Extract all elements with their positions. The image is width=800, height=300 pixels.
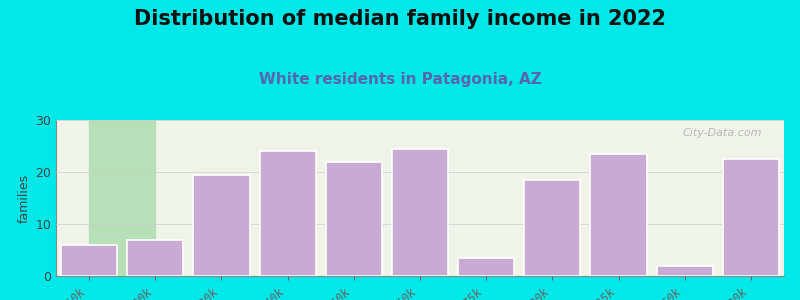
- Bar: [89, 0, 155, 276]
- Text: Distribution of median family income in 2022: Distribution of median family income in …: [134, 9, 666, 29]
- Bar: [657, 266, 713, 276]
- Bar: [590, 154, 646, 276]
- Text: City-Data.com: City-Data.com: [682, 128, 762, 138]
- Bar: [392, 148, 448, 276]
- Bar: [127, 240, 183, 276]
- Bar: [458, 258, 514, 276]
- Y-axis label: families: families: [18, 173, 31, 223]
- Text: White residents in Patagonia, AZ: White residents in Patagonia, AZ: [258, 72, 542, 87]
- Bar: [524, 180, 581, 276]
- Bar: [61, 245, 118, 276]
- Bar: [194, 175, 250, 276]
- Bar: [259, 151, 316, 276]
- Bar: [722, 159, 779, 276]
- Bar: [326, 162, 382, 276]
